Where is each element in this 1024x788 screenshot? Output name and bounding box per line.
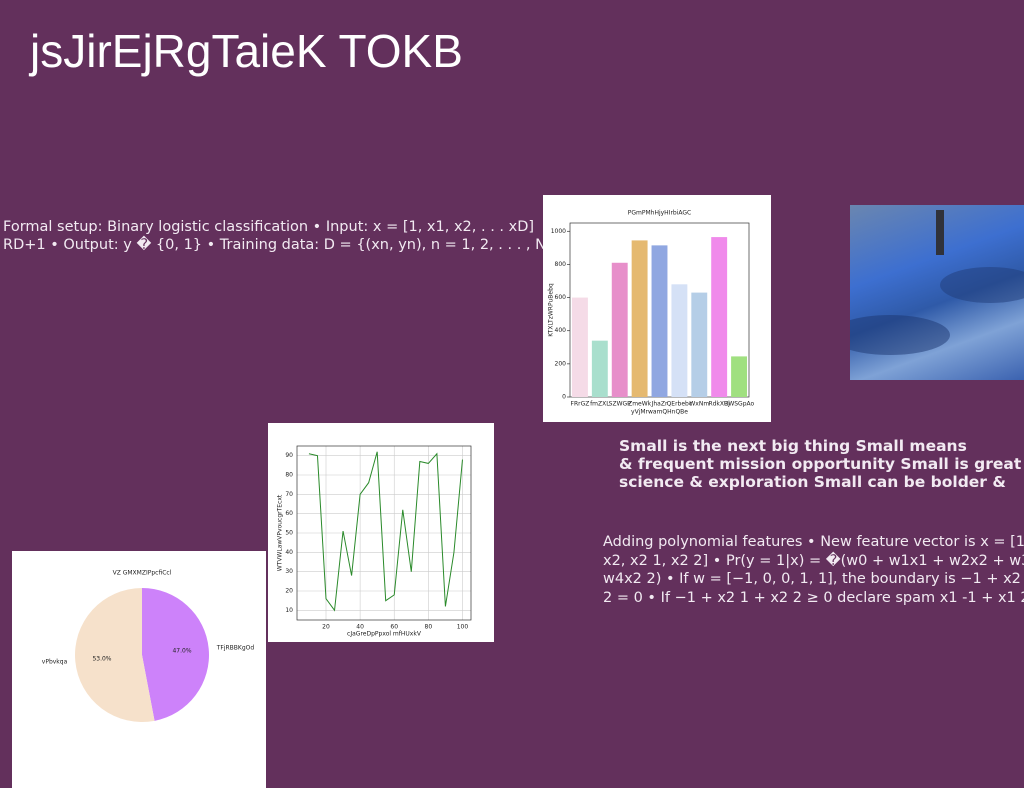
y-axis-label: WTVWLawVPvoucgrTEcxt xyxy=(277,494,284,571)
y-axis-label: KTXLTzWRPuBebq xyxy=(548,283,555,337)
x-tick-label: FRrGZ xyxy=(571,401,590,408)
slice-label: vPbvkqa xyxy=(42,659,68,666)
text-line: Small is the next big thing Small means xyxy=(619,437,967,455)
x-tick-label: 20 xyxy=(322,624,330,631)
chart-title: PGmPMhHjyHIrbiAGC xyxy=(628,210,692,217)
x-tick-label: ZmeWk xyxy=(628,401,652,408)
x-tick-label: fmZXL xyxy=(590,401,610,408)
slide-title: jsJirEjRgTaieK TOKB xyxy=(30,25,463,77)
photo xyxy=(830,205,1024,380)
y-tick-label: 90 xyxy=(285,452,293,459)
y-tick-label: 10 xyxy=(285,607,293,614)
pie-chart: VZ GMXMZIPpcfiCcl TFjRBBKgOd 47.0% vPbvkqa 5… xyxy=(12,551,266,788)
line xyxy=(308,451,463,612)
y-tick-label: 0 xyxy=(562,394,566,401)
bar xyxy=(631,240,648,397)
text-line: RD+1 • Output: y � {0, 1} • Training dat… xyxy=(3,237,569,253)
x-tick-label: QErbebc xyxy=(667,401,693,408)
photo-art xyxy=(830,210,1024,355)
bar xyxy=(611,262,628,397)
pie-slice xyxy=(75,588,155,722)
y-tick-label: 20 xyxy=(285,588,293,595)
text-line: w4x2 2) • If w = [−1, 0, 0, 1, 1], the b… xyxy=(603,571,1024,587)
x-tick-label: 100 xyxy=(457,624,469,631)
text-line: science & exploration Small can be bolde… xyxy=(619,473,1006,491)
y-tick-label: 30 xyxy=(285,568,293,575)
chart-title: VZ GMXMZIPpcfiCcl xyxy=(113,570,172,577)
y-tick-label: 1000 xyxy=(551,228,566,235)
x-tick-label: UWSGpAo xyxy=(724,401,755,408)
value-label: 53.0% xyxy=(92,655,111,662)
x-tick-label: RdkXRj xyxy=(708,401,730,408)
y-tick-label: 600 xyxy=(555,294,567,301)
bar xyxy=(711,237,728,397)
plot-frame xyxy=(296,445,472,621)
y-tick-label: 800 xyxy=(555,261,567,268)
y-tick-label: 50 xyxy=(285,530,293,537)
text-line: 2 = 0 • If −1 + x2 1 + x2 2 ≥ 0 declare … xyxy=(603,589,1024,606)
bar xyxy=(571,297,588,397)
value-label: 47.0% xyxy=(172,648,191,655)
x-tick-label: SZWGP xyxy=(609,401,632,408)
x-axis-label: yVjMrwamQHnQBe xyxy=(631,409,688,416)
y-tick-label: 200 xyxy=(555,360,567,367)
x-tick-label: WxNm xyxy=(689,401,709,408)
bar xyxy=(671,284,688,397)
x-tick-label: 60 xyxy=(390,624,398,631)
pie-slice xyxy=(142,588,210,721)
text-block: Adding polynomial features • New feature… xyxy=(603,533,1024,607)
text-block: Formal setup: Binary logistic classifica… xyxy=(3,218,1024,254)
text-line: & frequent mission opportunity Small is … xyxy=(619,455,1022,473)
y-tick-label: 40 xyxy=(285,549,293,556)
bar xyxy=(591,340,608,397)
text-line: x2, x2 1, x2 2] • Pr(y = 1|x) = �(w0 + w… xyxy=(603,552,1024,569)
x-tick-label: 40 xyxy=(356,624,364,631)
x-tick-label: JhaZr xyxy=(651,401,668,408)
y-tick-label: 400 xyxy=(555,327,567,334)
text-block: Small is the next big thing Small means &… xyxy=(619,437,1024,491)
line-chart: 10 20 30 40 50 60 70 80 90 20 40 60 80 100 cJaGreDpPpx… xyxy=(268,423,494,642)
text-line: Adding polynomial features • New feature… xyxy=(603,534,1024,550)
bar xyxy=(651,245,668,397)
bar-chart: PGmPMhHjyHIrbiAGC 0 200 400 600 800 1000 FRrGZ f… xyxy=(543,195,771,422)
y-tick-label: 80 xyxy=(285,472,293,479)
y-tick-label: 60 xyxy=(285,510,293,517)
slice-label: TFjRBBKgOd xyxy=(216,644,255,651)
bar xyxy=(731,356,748,397)
text-line: Formal setup: Binary logistic classifica… xyxy=(3,219,535,235)
x-tick-label: 80 xyxy=(425,624,433,631)
bar xyxy=(691,292,708,397)
y-tick-label: 70 xyxy=(285,491,293,498)
x-axis-label: cJaGreDpPpxol mfHUxkV xyxy=(347,631,422,638)
